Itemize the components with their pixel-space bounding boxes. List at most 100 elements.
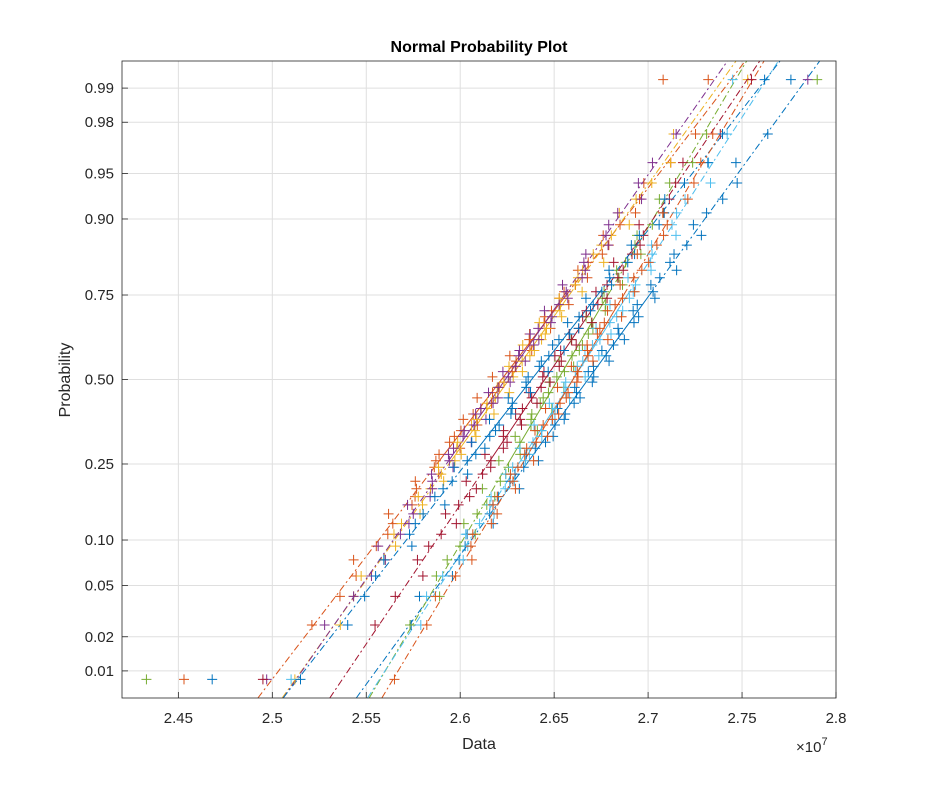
data-point-marker (405, 620, 416, 631)
data-point-marker (319, 620, 330, 631)
data-point-marker (717, 194, 728, 205)
data-point-marker (608, 340, 619, 351)
data-point-marker (636, 265, 647, 276)
data-point-marker (547, 311, 557, 322)
data-point-marker (524, 350, 535, 361)
data-point-marker (586, 317, 597, 328)
data-point-marker (417, 499, 428, 510)
data-point-marker (373, 541, 384, 552)
data-point-marker (495, 476, 506, 487)
data-point-marker (533, 334, 544, 345)
data-point-marker (566, 361, 577, 372)
data-point-marker (467, 529, 478, 540)
data-point-marker (562, 317, 573, 328)
data-point-marker (448, 443, 459, 454)
data-point-marker (430, 455, 441, 466)
data-point-marker (630, 207, 641, 218)
data-point-marker (610, 299, 621, 310)
data-point-marker (679, 177, 690, 188)
data-point-marker (488, 499, 499, 510)
data-point-marker (575, 392, 586, 403)
data-point-marker (334, 591, 345, 602)
data-point-marker (615, 219, 626, 230)
data-point-marker (413, 491, 424, 502)
data-point-marker (559, 366, 570, 377)
data-point-marker (529, 425, 540, 436)
data-point-marker (562, 293, 573, 304)
data-point-marker (569, 398, 580, 409)
data-point-marker (516, 419, 527, 430)
data-point-marker (423, 541, 434, 552)
data-point-marker (469, 425, 480, 436)
fit-line-quartile-segment (445, 294, 565, 465)
data-point-marker (458, 554, 469, 565)
data-point-marker (705, 177, 716, 188)
data-point-marker (629, 286, 640, 297)
data-point-marker (449, 462, 460, 473)
data-point-marker (598, 257, 609, 268)
data-point-marker (812, 74, 823, 85)
data-point-marker (433, 462, 444, 473)
data-point-marker (471, 414, 482, 425)
data-point-marker (438, 476, 449, 487)
data-point-marker (635, 240, 646, 251)
data-point-marker (665, 157, 676, 168)
data-point-marker (464, 491, 475, 502)
data-point-marker (488, 398, 499, 409)
data-point-marker (141, 674, 152, 685)
data-point-marker (492, 491, 503, 502)
data-point-marker (504, 350, 515, 361)
y-tick-label: 0.50 (85, 372, 114, 389)
data-point-marker (484, 431, 495, 442)
data-point-marker (632, 249, 643, 260)
data-point-marker (617, 305, 628, 316)
data-point-marker (553, 334, 564, 345)
data-point-marker (530, 443, 541, 454)
data-point-marker (404, 529, 415, 540)
data-point-marker (492, 508, 503, 519)
data-point-marker (449, 431, 460, 442)
data-point-marker (554, 361, 565, 372)
data-point-marker (618, 265, 629, 276)
data-point-marker (569, 382, 580, 393)
data-point-marker (427, 476, 438, 487)
data-point-marker (389, 674, 400, 685)
x-tick-label: 2.8 (826, 710, 847, 727)
data-point-marker (573, 323, 584, 334)
data-point-marker (682, 194, 693, 205)
data-point-marker (500, 483, 511, 494)
data-point-marker (410, 476, 421, 487)
data-point-marker (442, 554, 453, 565)
data-point-marker (559, 414, 570, 425)
data-point-marker (461, 476, 472, 487)
data-point-marker (561, 286, 572, 297)
data-point-marker (447, 476, 458, 487)
data-point-marker (601, 230, 612, 241)
data-point-marker (671, 265, 682, 276)
data-point-marker (547, 340, 558, 351)
data-point-marker (438, 483, 449, 494)
data-point-marker (532, 398, 543, 409)
data-point-marker (462, 455, 473, 466)
data-point-marker (421, 591, 432, 602)
data-point-marker (498, 443, 509, 454)
y-tick-label: 0.75 (85, 287, 114, 304)
data-point-marker (588, 361, 599, 372)
data-point-marker (557, 279, 568, 290)
data-point-marker (528, 455, 539, 466)
data-point-marker (418, 508, 429, 519)
data-point-marker (456, 449, 467, 460)
data-point-marker (503, 392, 514, 403)
data-point-marker (785, 74, 796, 85)
data-point-marker (502, 437, 513, 448)
data-point-marker (525, 329, 536, 340)
fit-line-upper-extension (597, 61, 781, 296)
data-point-marker (580, 249, 591, 260)
data-point-marker (646, 177, 657, 188)
data-point-marker (585, 305, 596, 316)
fit-line-upper-extension (627, 61, 779, 296)
data-point-marker (643, 257, 654, 268)
data-point-marker (536, 382, 547, 393)
data-point-marker (605, 329, 616, 340)
data-point-marker (617, 293, 628, 304)
